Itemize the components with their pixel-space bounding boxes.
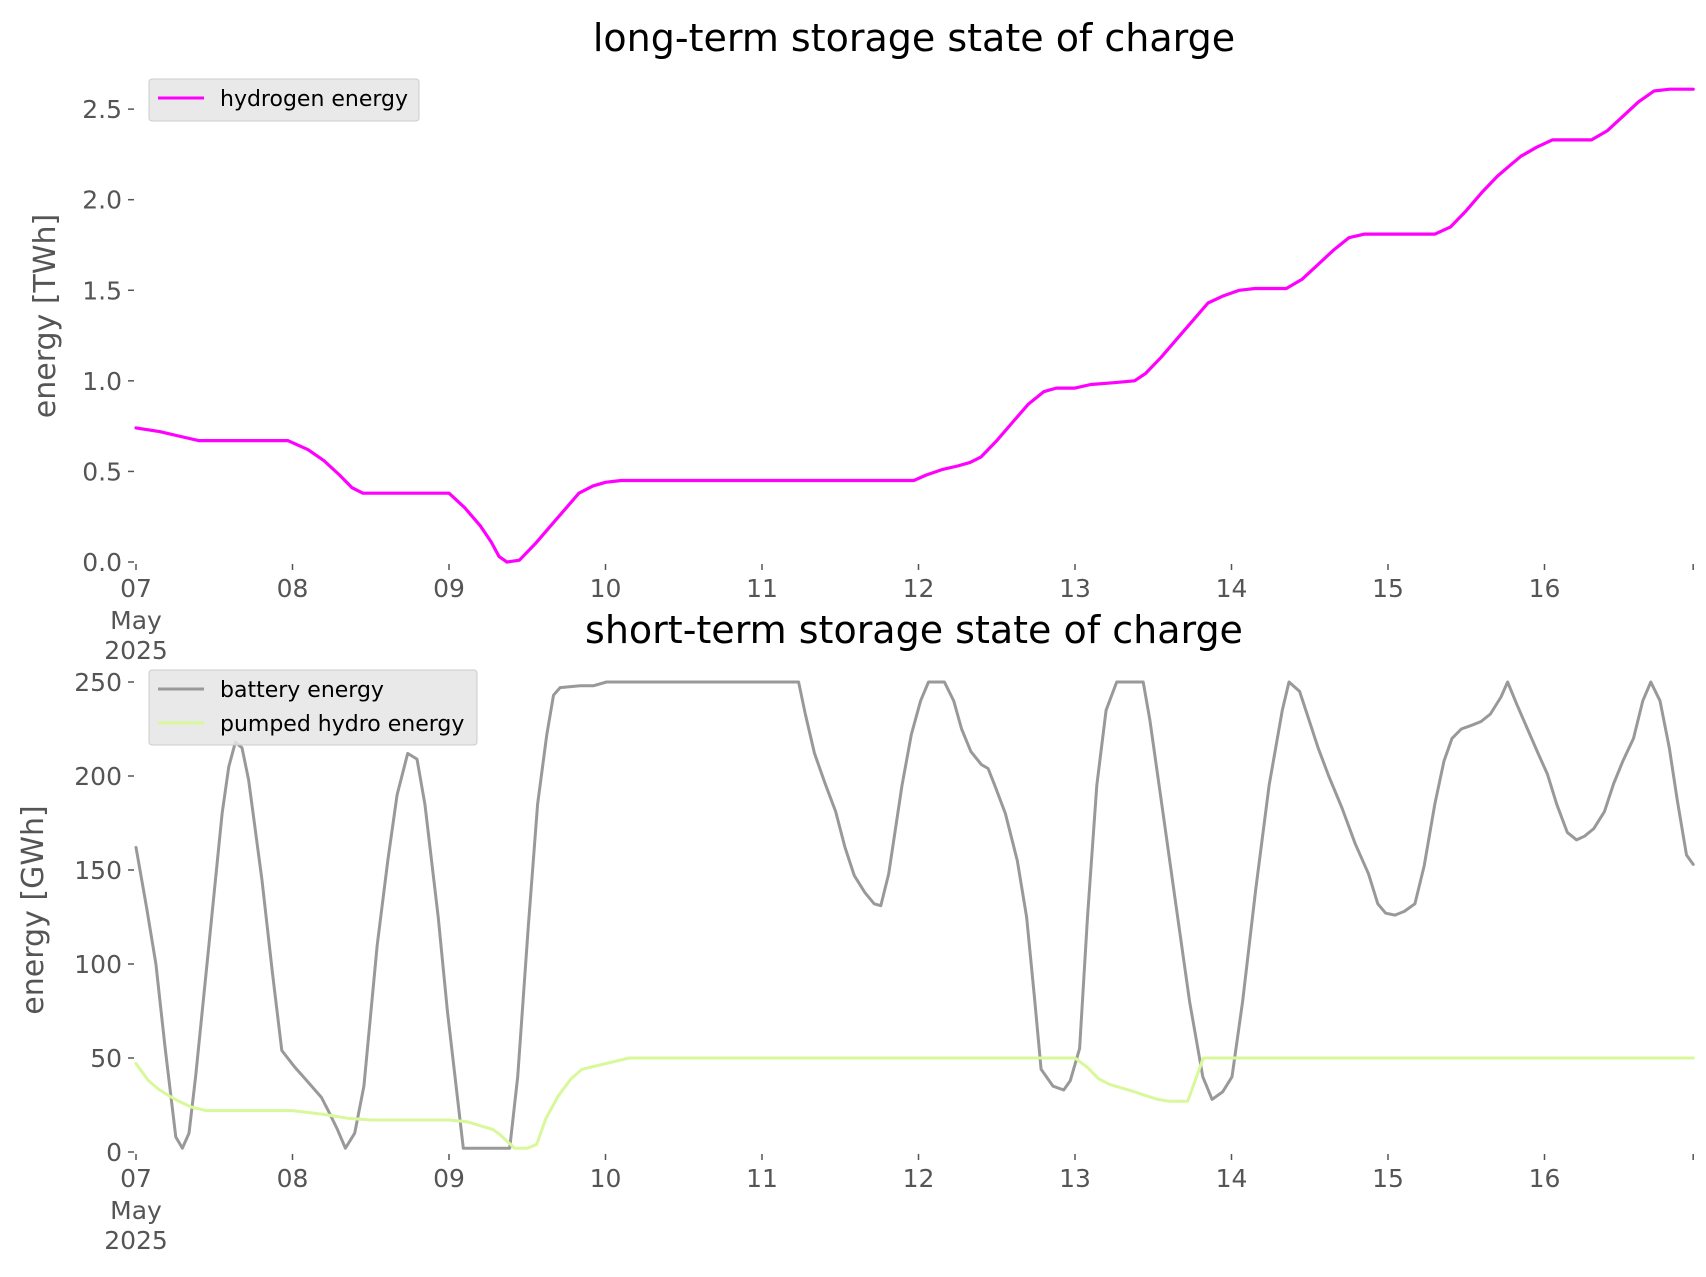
- x-tick-sublabel-month: May: [110, 606, 162, 635]
- legend-label-pumped-hydro: pumped hydro energy: [220, 712, 464, 737]
- x-tick-label: 08: [277, 574, 309, 603]
- y-tick-label: 1.5: [82, 276, 122, 305]
- x-tick-label: 08: [277, 1164, 309, 1193]
- y-tick-label: 150: [74, 856, 122, 885]
- y-tick-label: 50: [90, 1044, 122, 1073]
- y-tick-label: 0: [106, 1138, 122, 1167]
- x-tick-label: 09: [433, 1164, 465, 1193]
- x-tick-label: 07: [120, 1164, 152, 1193]
- x-tick-label: 12: [903, 1164, 935, 1193]
- x-tick-label: 14: [1216, 574, 1248, 603]
- series-layer: [134, 87, 1695, 564]
- x-tick-label: 15: [1372, 574, 1404, 603]
- y-tick-label: 2.0: [82, 186, 122, 215]
- y-tick-label: 0.5: [82, 457, 122, 486]
- x-tick-sublabel-year: 2025: [104, 1226, 168, 1255]
- x-tick-label: 15: [1372, 1164, 1404, 1193]
- x-tick-label: 07: [120, 574, 152, 603]
- legend-label-hydrogen: hydrogen energy: [220, 87, 408, 112]
- legend: battery energy pumped hydro energy: [148, 669, 478, 746]
- x-tick-label: 13: [1059, 574, 1091, 603]
- legend-box: [148, 669, 478, 746]
- x-tick-label: 14: [1216, 1164, 1248, 1193]
- y-tick-label: 100: [74, 950, 122, 979]
- x-tick-label: 13: [1059, 1164, 1091, 1193]
- y-tick-label: 200: [74, 762, 122, 791]
- chart-long-term: long-term storage state of charge energy…: [28, 16, 1695, 665]
- series-line-hydrogen-energy: [134, 87, 1695, 564]
- y-tick-label: 250: [74, 668, 122, 697]
- x-tick-sublabel-year: 2025: [104, 636, 168, 665]
- y-axis-ticks: 0.0 0.5 1.0 1.5 2.0 2.5: [82, 95, 134, 577]
- chart-title: long-term storage state of charge: [593, 16, 1235, 60]
- y-tick-label: 0.0: [82, 548, 122, 577]
- legend-box: [148, 78, 420, 122]
- x-tick-label: 16: [1529, 574, 1561, 603]
- x-tick-label: 11: [746, 1164, 778, 1193]
- x-tick-label: 11: [746, 574, 778, 603]
- series-line-pumped-hydro-energy: [134, 1056, 1695, 1150]
- x-tick-label: 10: [590, 574, 622, 603]
- x-tick-label: 12: [903, 574, 935, 603]
- x-tick-label: 10: [590, 1164, 622, 1193]
- y-tick-label: 2.5: [82, 95, 122, 124]
- x-tick-sublabel-month: May: [110, 1196, 162, 1225]
- legend-label-battery: battery energy: [220, 678, 384, 703]
- x-tick-label: 09: [433, 574, 465, 603]
- series-line-battery-energy: [134, 680, 1695, 1150]
- series-layer: [134, 680, 1695, 1150]
- y-axis-label: energy [TWh]: [28, 214, 63, 418]
- chart-title: short-term storage state of charge: [585, 608, 1243, 652]
- y-axis-ticks: 0 50 100 150 200 250: [74, 668, 134, 1167]
- legend: hydrogen energy: [148, 78, 420, 122]
- chart-short-term: short-term storage state of charge energ…: [16, 608, 1695, 1255]
- y-tick-label: 1.0: [82, 367, 122, 396]
- x-tick-label: 16: [1529, 1164, 1561, 1193]
- y-axis-label: energy [GWh]: [16, 805, 51, 1014]
